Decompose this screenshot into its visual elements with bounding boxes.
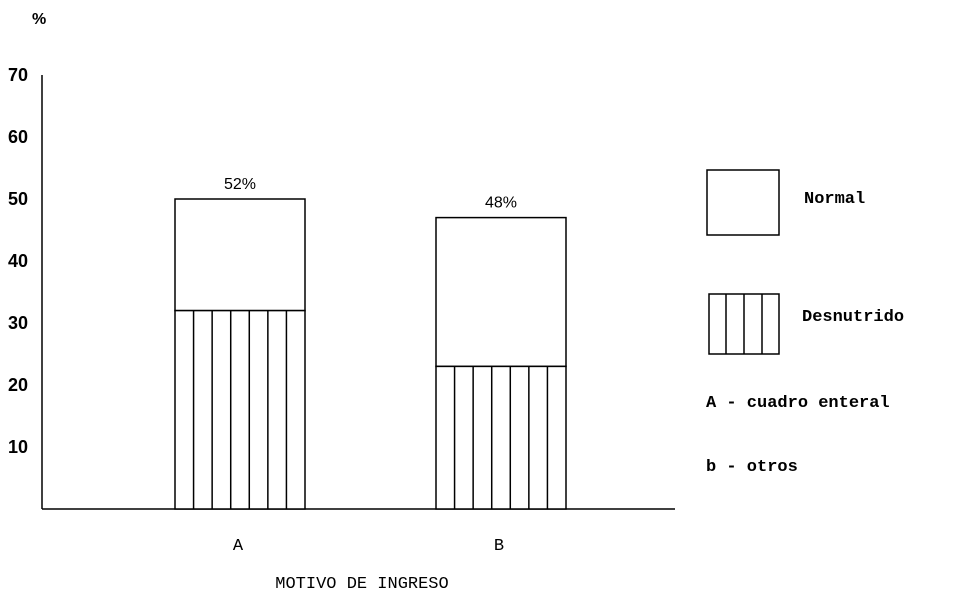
y-tick-labels: 10 20 30 40 50 60 70 xyxy=(8,65,28,457)
legend-label-desnutrido: Desnutrido xyxy=(802,308,904,327)
y-tick-label: 60 xyxy=(8,127,28,147)
bars: 52% 48% xyxy=(174,176,567,510)
x-tick-label: A xyxy=(233,537,244,556)
y-tick-label: 10 xyxy=(8,437,28,457)
y-tick-label: 20 xyxy=(8,375,28,395)
bar-segment-normal xyxy=(435,216,567,368)
bar-segment-desnutrido xyxy=(174,309,306,510)
legend-note-a: A - cuadro enteral xyxy=(706,394,890,413)
legend-label-normal: Normal xyxy=(804,190,865,209)
bar-segment-desnutrido xyxy=(435,365,567,510)
bar-total-label: 48% xyxy=(485,195,517,212)
y-tick-label: 30 xyxy=(8,313,28,333)
y-axis-label: % xyxy=(32,11,46,28)
x-tick-label: B xyxy=(494,537,504,556)
y-tick-label: 40 xyxy=(8,251,28,271)
y-tick-label: 70 xyxy=(8,65,28,85)
bar-total-label: 52% xyxy=(224,176,256,193)
legend-note-b: b - otros xyxy=(706,458,798,477)
legend: Normal Desnutrido A - cuadro enteral b -… xyxy=(706,169,904,477)
y-tick-label: 50 xyxy=(8,189,28,209)
bar-segment-normal xyxy=(174,198,306,312)
x-axis-label: MOTIVO DE INGRESO xyxy=(275,575,448,594)
legend-swatch-normal xyxy=(706,169,780,236)
